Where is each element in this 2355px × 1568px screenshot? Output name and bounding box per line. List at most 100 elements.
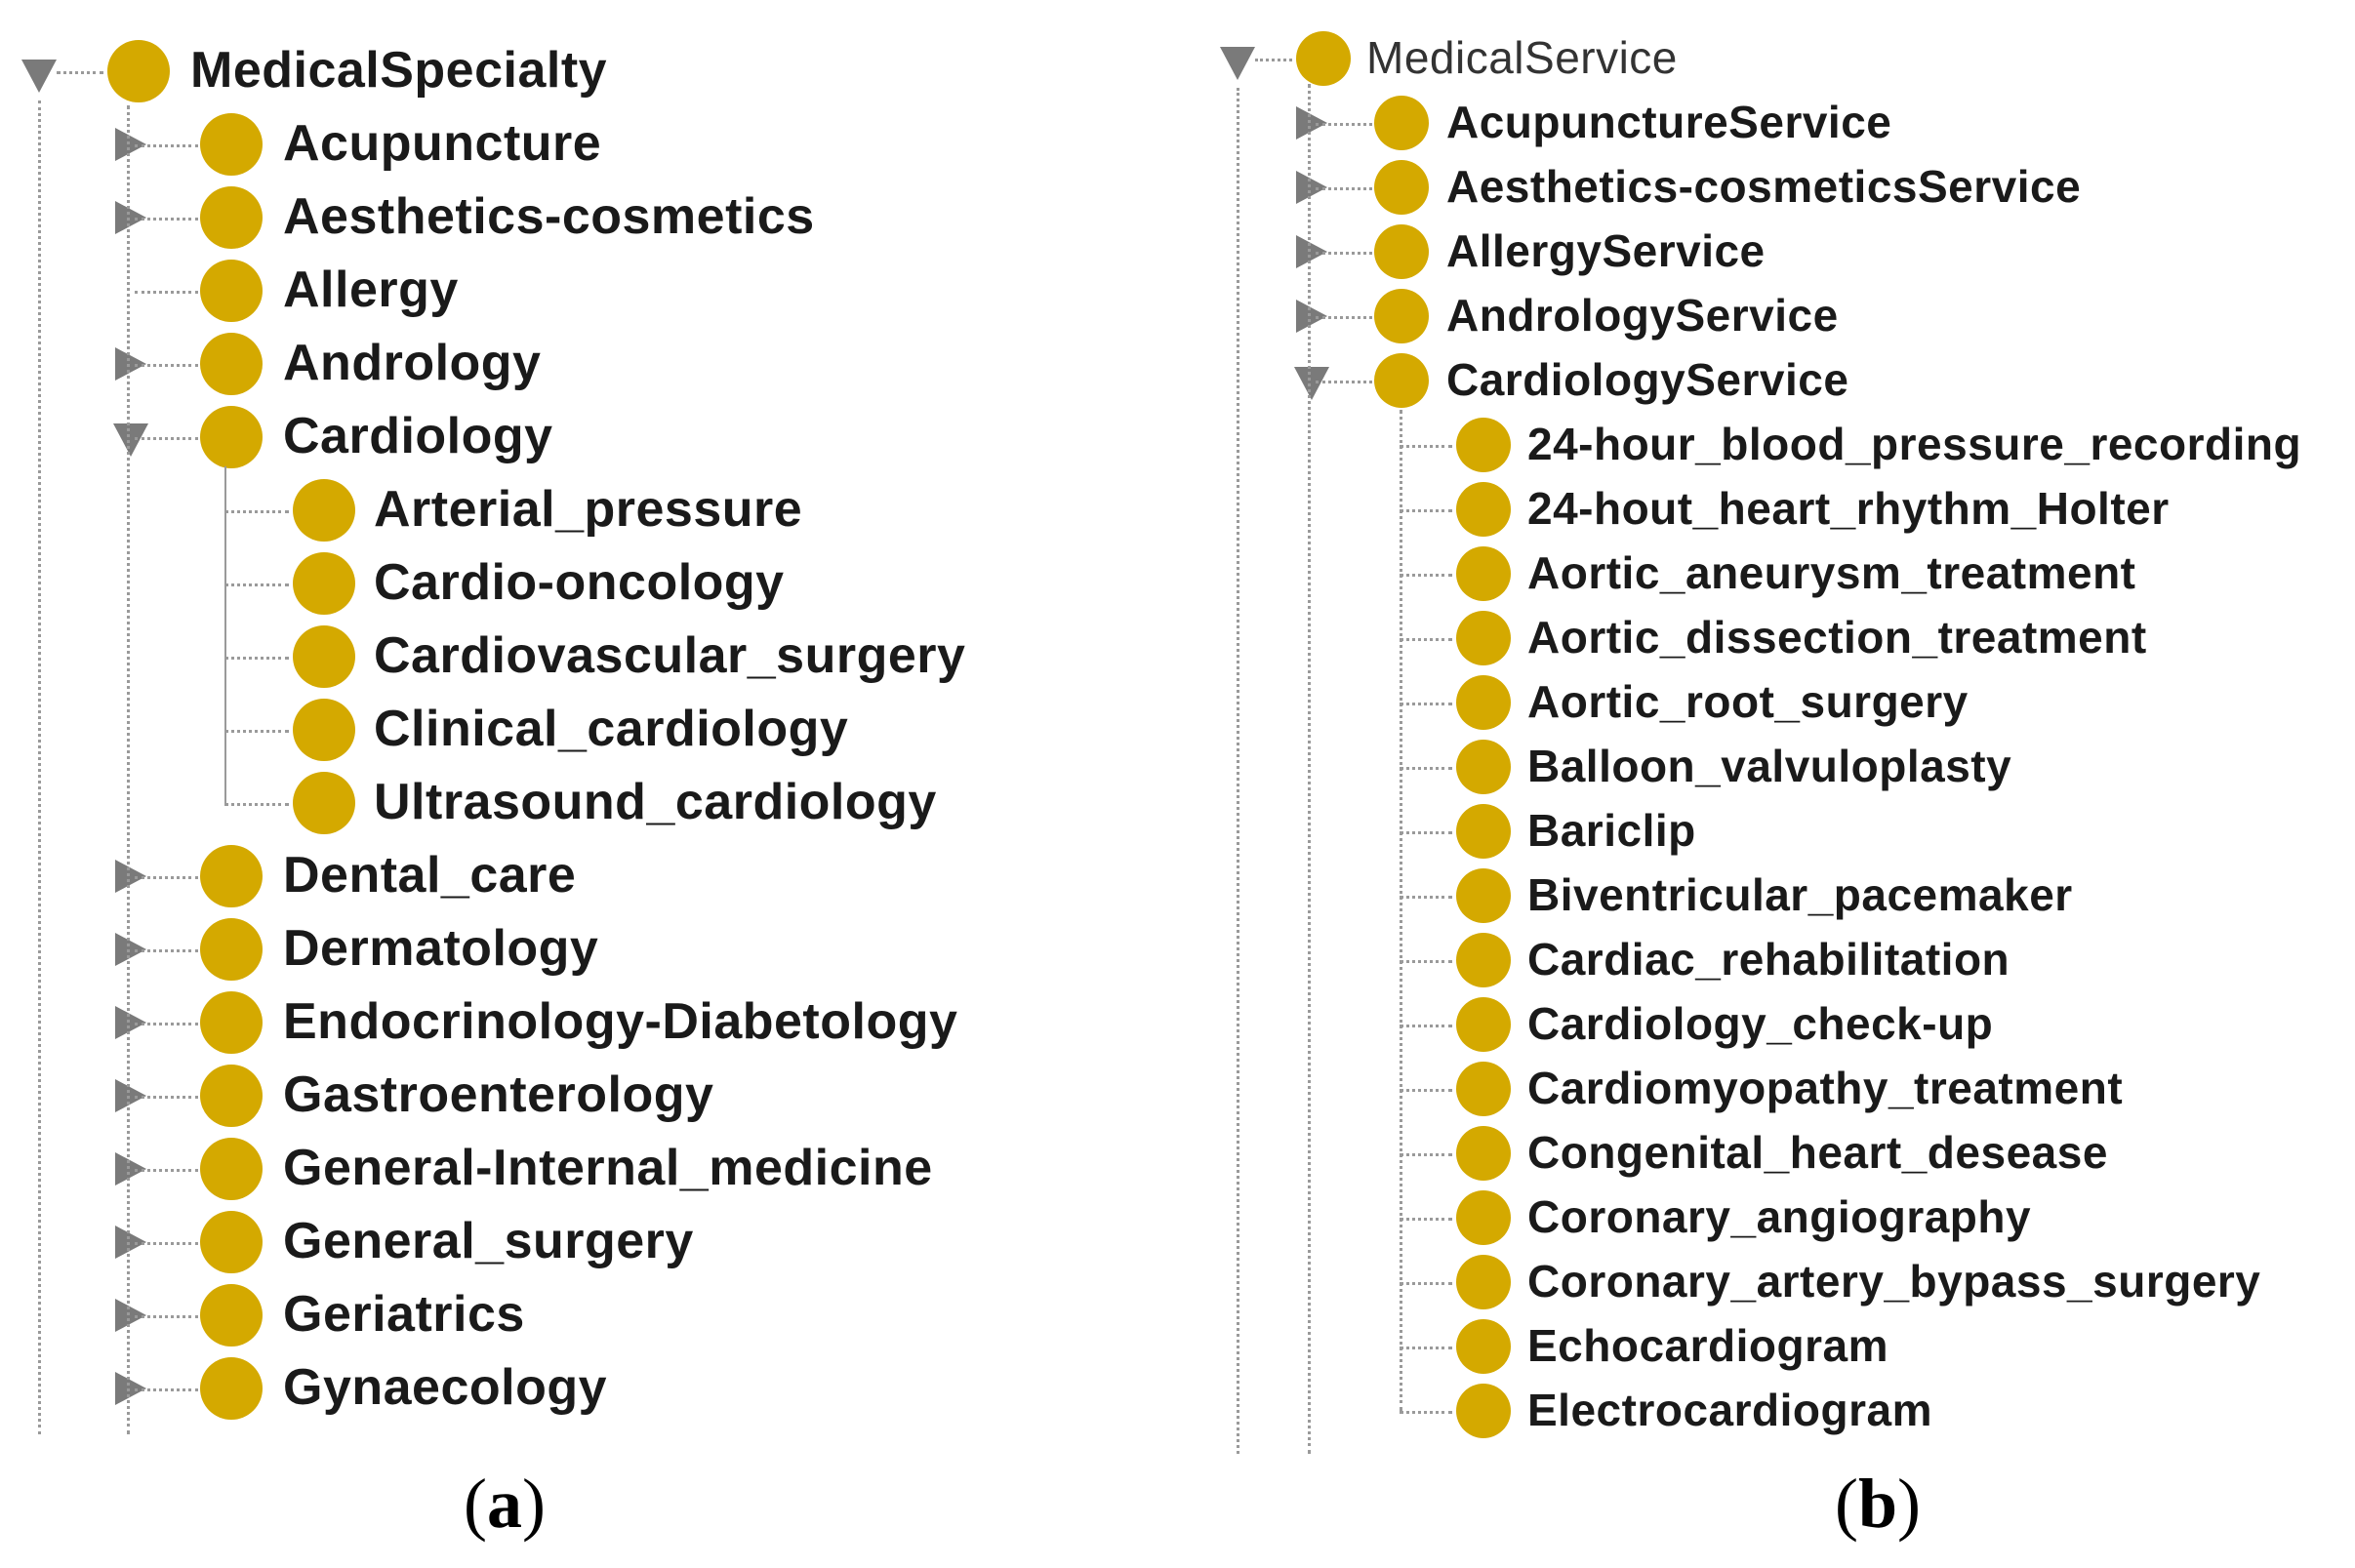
caption-open: ( [464, 1465, 487, 1543]
tree-node[interactable]: Cardiology [0, 398, 1171, 476]
tree-node-label: CardiologyService [1446, 354, 1849, 406]
tree-node-child[interactable]: Aortic_root_surgery [1210, 663, 2355, 742]
tree-connector [135, 949, 198, 952]
panel-caption-b: (b) [1835, 1464, 1921, 1545]
tree-node-label: Allergy [283, 261, 459, 318]
class-circle-icon [200, 1138, 263, 1200]
class-circle-icon [1296, 31, 1351, 86]
tree-node-label: Biventricular_pacemaker [1527, 869, 2073, 921]
tree-connector [135, 1096, 198, 1099]
class-circle-icon [293, 625, 355, 688]
tree-connector [224, 803, 289, 806]
tree-node[interactable]: Geriatrics [0, 1276, 1171, 1354]
class-circle-icon [1374, 160, 1429, 215]
tree-node-label: Ultrasound_cardiology [374, 773, 937, 830]
tree-node-child[interactable]: 24-hour_blood_pressure_recording [1210, 406, 2355, 484]
tree-node-child[interactable]: Coronary_artery_bypass_surgery [1210, 1243, 2355, 1321]
class-circle-icon [1456, 1126, 1511, 1181]
tree-connector [1308, 84, 1311, 1454]
tree-node-child[interactable]: Cardio-oncology [0, 544, 1171, 623]
tree-node[interactable]: General_surgery [0, 1203, 1171, 1281]
class-circle-icon [1456, 1255, 1511, 1309]
tree-node-root[interactable]: MedicalSpecialty [0, 32, 1171, 110]
tree-node[interactable]: Dermatology [0, 910, 1171, 988]
class-circle-icon [1456, 933, 1511, 987]
tree-connector [1400, 1347, 1452, 1349]
caption-letter: b [1857, 1465, 1898, 1543]
tree-node-child[interactable]: Ultrasound_cardiology [0, 764, 1171, 842]
tree-node-child[interactable]: Coronary_angiography [1210, 1179, 2355, 1257]
tree-node[interactable]: Endocrinology-Diabetology [0, 984, 1171, 1062]
tree-node-child[interactable]: Aortic_dissection_treatment [1210, 599, 2355, 677]
class-circle-icon [1456, 675, 1511, 730]
class-circle-icon [1456, 1384, 1511, 1438]
panel-b-medical-service-tree: MedicalService AcupunctureService Aestheti… [1210, 0, 2355, 1543]
triangle-down-icon[interactable] [21, 60, 57, 93]
tree-node-child[interactable]: Biventricular_pacemaker [1210, 857, 2355, 935]
tree-connector [135, 218, 198, 221]
tree-connector [1255, 59, 1292, 61]
tree-node-child[interactable]: Balloon_valvuloplasty [1210, 728, 2355, 806]
tree-node[interactable]: Acupuncture [0, 105, 1171, 183]
tree-node-child[interactable]: 24-hout_heart_rhythm_Holter [1210, 470, 2355, 548]
tree-connector [135, 437, 198, 440]
class-circle-icon [200, 113, 263, 176]
tree-node[interactable]: AllergyService [1210, 213, 2355, 291]
tree-node-child[interactable]: Cardiology_check-up [1210, 985, 2355, 1064]
tree-node-child[interactable]: Cardiac_rehabilitation [1210, 921, 2355, 999]
tree-node-child[interactable]: Aortic_aneurysm_treatment [1210, 535, 2355, 613]
tree-node-label: Aortic_aneurysm_treatment [1527, 547, 2136, 599]
tree-node-label: Balloon_valvuloplasty [1527, 741, 2012, 792]
tree-node-label: Cardiology [283, 407, 553, 464]
tree-node-label: MedicalService [1366, 32, 1678, 84]
class-circle-icon [200, 1211, 263, 1273]
triangle-down-icon[interactable] [113, 423, 148, 457]
tree-node[interactable]: Allergy [0, 252, 1171, 330]
triangle-down-icon[interactable] [1294, 367, 1329, 400]
tree-node[interactable]: AcupunctureService [1210, 84, 2355, 162]
tree-node-label: AcupunctureService [1446, 97, 1892, 148]
tree-node-child[interactable]: Cardiomyopathy_treatment [1210, 1050, 2355, 1128]
tree-node[interactable]: AndrologyService [1210, 277, 2355, 355]
tree-node-child[interactable]: Arterial_pressure [0, 471, 1171, 549]
tree-node-child[interactable]: Electrocardiogram [1210, 1372, 2355, 1450]
tree-node-label: Dermatology [283, 919, 599, 977]
tree-connector [1400, 1153, 1452, 1156]
tree-node[interactable]: General-Internal_medicine [0, 1130, 1171, 1208]
tree-node-label: Cardiomyopathy_treatment [1527, 1063, 2124, 1114]
tree-node-label: Clinical_cardiology [374, 700, 849, 757]
tree-node-label: Bariclip [1527, 805, 1696, 857]
tree-node[interactable]: Andrology [0, 325, 1171, 403]
tree-node-root[interactable]: MedicalService [1210, 20, 2355, 98]
triangle-down-icon[interactable] [1220, 47, 1255, 80]
class-circle-icon [200, 406, 263, 468]
class-circle-icon [1456, 740, 1511, 794]
tree-node[interactable]: Aesthetics-cosmetics [0, 179, 1171, 257]
tree-connector [1400, 574, 1452, 577]
class-circle-icon [107, 40, 170, 102]
class-circle-icon [200, 991, 263, 1054]
tree-connector [135, 876, 198, 879]
panel-caption-a: (a) [464, 1464, 546, 1545]
class-circle-icon [200, 260, 263, 322]
tree-node-label: General-Internal_medicine [283, 1139, 933, 1196]
tree-node-child[interactable]: Cardiovascular_surgery [0, 618, 1171, 696]
class-circle-icon [1456, 1062, 1511, 1116]
tree-node-child[interactable]: Echocardiogram [1210, 1307, 2355, 1386]
tree-node-child[interactable]: Clinical_cardiology [0, 691, 1171, 769]
tree-node-label: AllergyService [1446, 225, 1766, 277]
class-circle-icon [1374, 224, 1429, 279]
tree-node-child[interactable]: Congenital_heart_desease [1210, 1114, 2355, 1192]
tree-node[interactable]: Dental_care [0, 837, 1171, 915]
class-circle-icon [1374, 353, 1429, 408]
tree-node-label: 24-hout_heart_rhythm_Holter [1527, 483, 2170, 535]
class-circle-icon [200, 845, 263, 907]
class-circle-icon [1456, 611, 1511, 665]
tree-connector [135, 1242, 198, 1245]
tree-node[interactable]: Gastroenterology [0, 1057, 1171, 1135]
tree-node[interactable]: Gynaecology [0, 1349, 1171, 1427]
tree-node[interactable]: CardiologyService [1210, 342, 2355, 420]
tree-node-child[interactable]: Bariclip [1210, 792, 2355, 870]
tree-node[interactable]: Aesthetics-cosmeticsService [1210, 148, 2355, 226]
tree-connector [135, 1315, 198, 1318]
